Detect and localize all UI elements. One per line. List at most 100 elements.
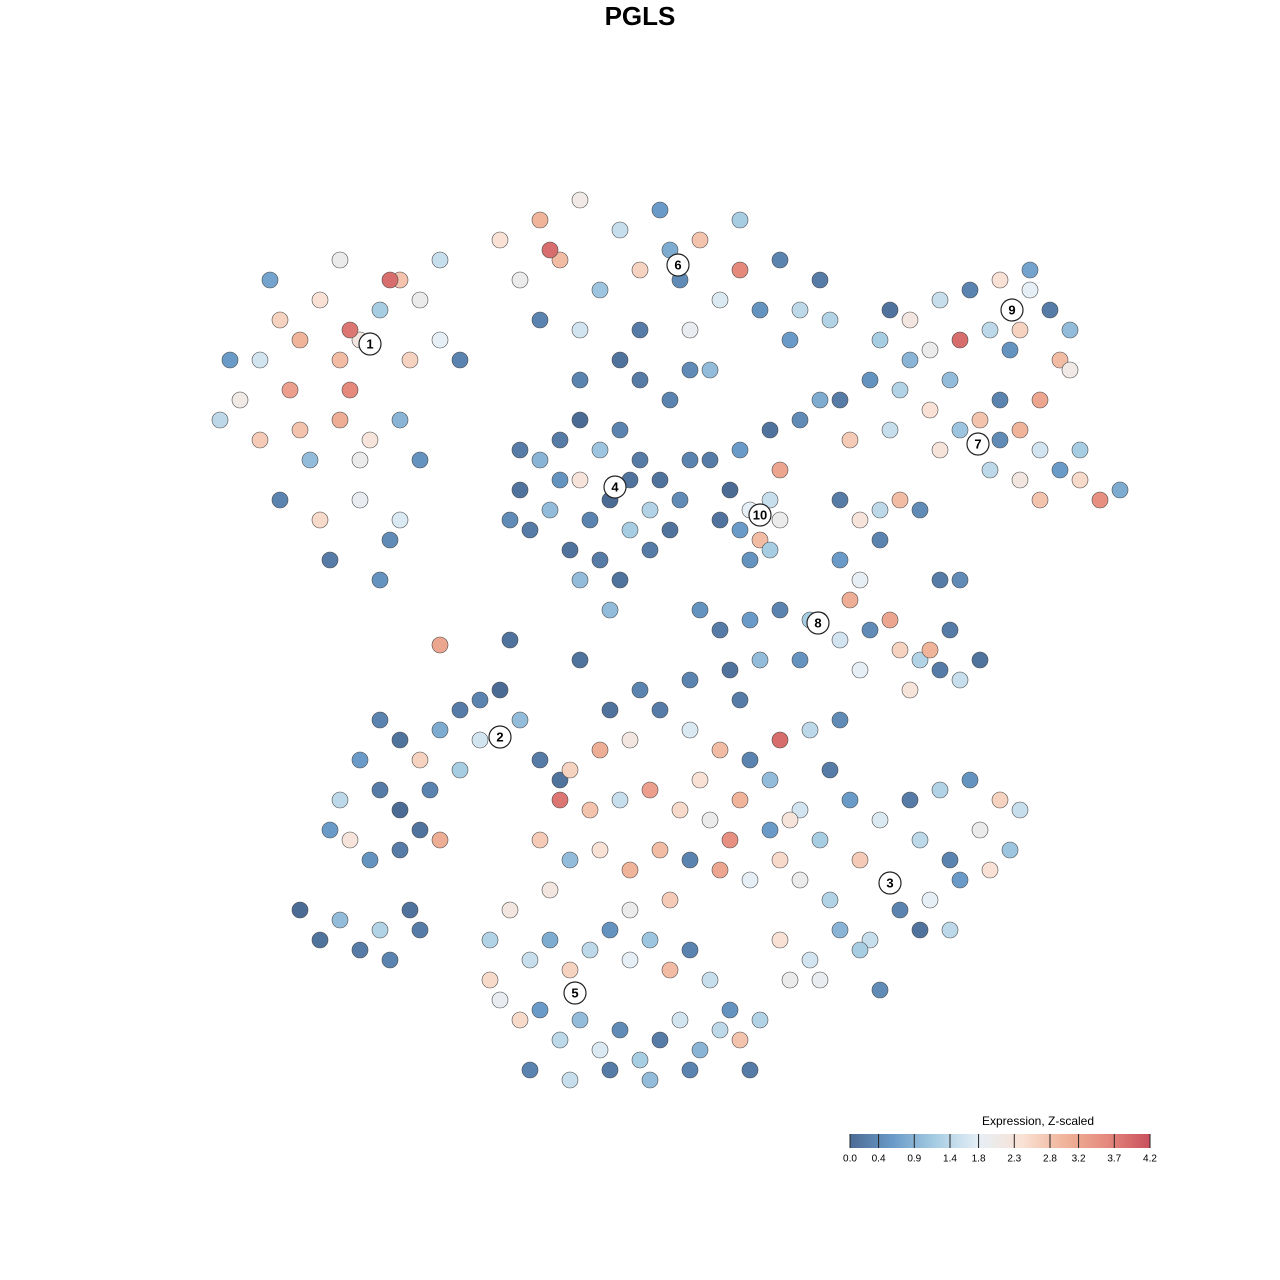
point <box>571 471 589 489</box>
point <box>1001 841 1019 859</box>
point <box>991 271 1009 289</box>
point <box>881 301 899 319</box>
point <box>1031 441 1049 459</box>
cluster-badge <box>1000 298 1024 322</box>
colorbar: Expression, Z-scaled 0.0 0.4 0.9 1.4 1.8 2.3 2… <box>843 1114 1157 1164</box>
point <box>771 511 789 529</box>
point <box>271 311 289 329</box>
points <box>211 191 1129 1089</box>
point <box>691 1041 709 1059</box>
point <box>911 501 929 519</box>
point <box>951 871 969 889</box>
point <box>791 411 809 429</box>
point <box>901 791 919 809</box>
point <box>541 241 559 259</box>
point <box>401 901 419 919</box>
point <box>361 431 379 449</box>
point <box>701 971 719 989</box>
point <box>1031 491 1049 509</box>
point <box>871 981 889 999</box>
point <box>221 351 239 369</box>
point <box>1061 361 1079 379</box>
point <box>811 831 829 849</box>
point <box>451 701 469 719</box>
point <box>501 901 519 919</box>
point <box>491 231 509 249</box>
point <box>801 721 819 739</box>
point <box>321 551 339 569</box>
point <box>621 861 639 879</box>
chart-title: PGLS <box>605 1 676 31</box>
point <box>901 311 919 329</box>
point <box>591 441 609 459</box>
point <box>471 731 489 749</box>
point <box>551 1031 569 1049</box>
point <box>571 571 589 589</box>
point <box>341 381 359 399</box>
point <box>851 661 869 679</box>
point <box>671 801 689 819</box>
cluster-label: 6 <box>674 257 681 272</box>
point <box>531 211 549 229</box>
point <box>671 1011 689 1029</box>
point <box>471 691 489 709</box>
point <box>311 291 329 309</box>
point <box>781 331 799 349</box>
point <box>611 791 629 809</box>
cluster-badge <box>878 871 902 895</box>
point <box>411 451 429 469</box>
point <box>341 831 359 849</box>
point <box>991 791 1009 809</box>
point <box>431 251 449 269</box>
point <box>721 1001 739 1019</box>
point <box>641 1071 659 1089</box>
point <box>531 751 549 769</box>
point <box>601 601 619 619</box>
point <box>661 891 679 909</box>
point <box>931 781 949 799</box>
colorbar-tick-label: 2.8 <box>1043 1154 1057 1165</box>
point <box>911 831 929 849</box>
colorbar-tick-label: 2.3 <box>1007 1154 1021 1165</box>
point <box>961 281 979 299</box>
point <box>891 491 909 509</box>
point <box>601 1061 619 1079</box>
point <box>881 611 899 629</box>
point <box>341 321 359 339</box>
point <box>381 531 399 549</box>
point <box>391 511 409 529</box>
point <box>1011 471 1029 489</box>
point <box>561 961 579 979</box>
point <box>621 521 639 539</box>
point <box>951 331 969 349</box>
point <box>371 711 389 729</box>
point <box>641 541 659 559</box>
point <box>731 791 749 809</box>
point <box>741 551 759 569</box>
point <box>681 941 699 959</box>
point <box>651 201 669 219</box>
point <box>831 391 849 409</box>
point <box>691 231 709 249</box>
cluster-badge <box>603 475 627 499</box>
point <box>291 331 309 349</box>
point <box>971 651 989 669</box>
point <box>711 621 729 639</box>
point <box>631 451 649 469</box>
point <box>761 771 779 789</box>
point <box>331 251 349 269</box>
point <box>731 441 749 459</box>
point <box>481 931 499 949</box>
point <box>811 271 829 289</box>
point <box>571 191 589 209</box>
point <box>871 331 889 349</box>
point <box>531 831 549 849</box>
point <box>261 271 279 289</box>
point <box>831 491 849 509</box>
point <box>331 911 349 929</box>
point <box>621 951 639 969</box>
point <box>781 811 799 829</box>
point <box>521 951 539 969</box>
point <box>391 801 409 819</box>
point <box>571 321 589 339</box>
